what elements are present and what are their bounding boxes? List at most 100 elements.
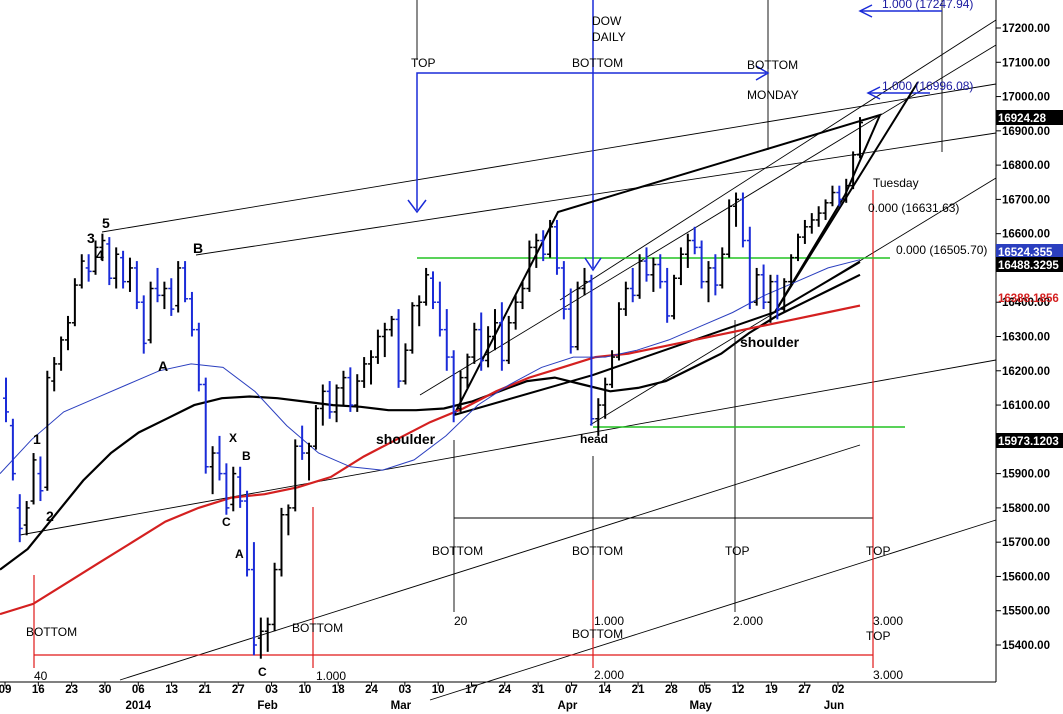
y-tick-label: 15500.00 — [1002, 606, 1050, 618]
price-badge: 15973.1203 — [996, 433, 1063, 448]
x-tick-label: 18 — [332, 684, 345, 696]
price-bar — [395, 309, 402, 388]
ma-red-line — [0, 304, 861, 616]
x-tick-label: 10 — [298, 684, 311, 696]
pattern-lines — [453, 81, 919, 416]
x-month-label: Feb — [257, 700, 277, 712]
price-bar — [781, 278, 788, 313]
label-top: TOP — [411, 56, 435, 70]
price-bar — [58, 336, 65, 371]
price-bar — [92, 240, 99, 275]
price-bar — [78, 254, 85, 289]
price-bar — [540, 230, 547, 262]
price-badge: 16488.3295 — [996, 257, 1063, 272]
price-bar — [409, 302, 416, 354]
wave-label-a: A — [158, 358, 168, 374]
label-top-4: TOP — [866, 629, 890, 643]
price-bar — [753, 267, 760, 306]
price-bar — [808, 213, 815, 234]
wave-label-4: 4 — [96, 247, 104, 263]
price-bar — [691, 226, 698, 255]
x-month-label: 2014 — [125, 700, 151, 712]
label-monday: MONDAY — [747, 88, 799, 102]
fib-label-16505: 0.000 (16505.70) — [896, 243, 987, 257]
blue-projection-arrows — [407, 0, 942, 272]
x-tick-label: 30 — [99, 684, 112, 696]
price-bar — [801, 219, 808, 244]
price-bar — [347, 367, 354, 412]
price-bar — [547, 219, 554, 258]
price-bar — [767, 274, 774, 323]
label-bottom-4: BOTTOM — [572, 544, 623, 558]
price-bar — [733, 192, 740, 227]
price-bar — [257, 617, 264, 659]
price-bar — [285, 504, 292, 536]
price-bar — [615, 302, 622, 361]
price-bar — [423, 267, 430, 306]
price-bar — [230, 466, 237, 512]
price-bar — [491, 309, 498, 351]
price-bar — [361, 357, 368, 388]
price-bar — [381, 322, 388, 358]
price-bar — [430, 271, 436, 310]
y-tick-label: 16100.00 — [1002, 400, 1050, 412]
label-head: head — [580, 432, 608, 446]
price-bar — [636, 254, 643, 299]
trend-channel-lines — [19, 19, 997, 701]
count-2000-a: 2.000 — [733, 614, 763, 628]
x-tick-label: 27 — [232, 684, 245, 696]
price-bar — [705, 261, 712, 303]
price-badge-label: 16524.355 — [998, 247, 1053, 259]
x-tick-label: 07 — [565, 684, 578, 696]
price-bar — [223, 463, 230, 515]
count-3000-a: 3.000 — [873, 614, 903, 628]
count-40: 40 — [34, 669, 48, 683]
price-bar — [698, 240, 705, 289]
price-bar — [643, 247, 650, 282]
x-tick-label: 03 — [265, 684, 278, 696]
axes: 15400.00 15500.00 15600.00 15700.00 15800.00… — [0, 23, 1050, 712]
price-bar — [120, 250, 127, 289]
price-bar — [374, 329, 381, 364]
price-bar — [602, 377, 609, 419]
label-bottom-1: BOTTOM — [26, 625, 77, 639]
wave-label-x: X — [229, 431, 237, 445]
y-tick-label: 16300.00 — [1002, 332, 1050, 344]
price-bar — [457, 370, 464, 412]
price-bar — [443, 309, 450, 371]
x-tick-label: 14 — [598, 684, 611, 696]
price-bar — [471, 322, 478, 364]
price-bar — [216, 435, 223, 481]
y-tick-label: 16600.00 — [1002, 229, 1050, 241]
price-badge-bg — [996, 433, 1063, 448]
price-bar — [244, 490, 251, 577]
price-bar — [657, 254, 664, 289]
price-bar — [485, 326, 492, 368]
price-bar — [519, 281, 526, 310]
price-bar — [436, 281, 443, 337]
price-bar — [553, 219, 560, 275]
price-badge-label: 16388.1856 — [998, 293, 1059, 305]
price-bar — [202, 377, 209, 474]
wave-label-b: B — [193, 240, 203, 256]
x-tick-label: 16 — [32, 684, 45, 696]
x-tick-label: 23 — [65, 684, 78, 696]
price-bar — [106, 237, 113, 286]
price-bar — [23, 501, 30, 536]
price-bar — [161, 281, 168, 310]
price-bar — [526, 240, 533, 292]
price-bar — [746, 226, 753, 310]
x-month-label: Mar — [391, 700, 412, 712]
label-right-shoulder: shoulder — [740, 334, 800, 350]
price-bar — [388, 315, 395, 337]
price-bar — [85, 254, 92, 282]
price-bar — [719, 247, 726, 289]
price-bar — [533, 233, 540, 268]
price-bar — [278, 507, 285, 577]
price-bar — [760, 264, 767, 310]
price-bar — [450, 350, 457, 423]
price-bar — [99, 233, 106, 262]
price-bar — [250, 542, 257, 656]
x-tick-label: 09 — [0, 684, 11, 696]
